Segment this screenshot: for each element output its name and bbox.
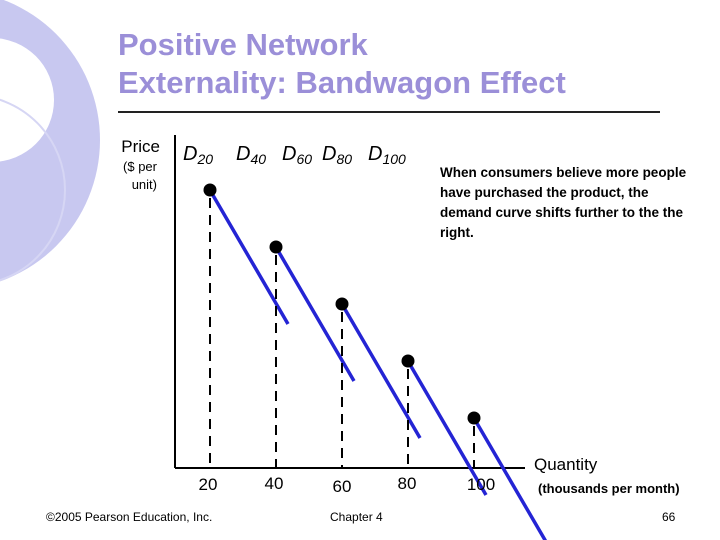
page-title: Positive Network Externality: Bandwagon … (118, 26, 566, 102)
page-number: 66 (662, 510, 676, 524)
curve-label-d60: D60 (282, 143, 312, 167)
point-d80 (401, 354, 415, 368)
x-tick-label: 60 (333, 477, 352, 496)
x-tick-label: 40 (265, 474, 284, 493)
title-line-2: Externality: Bandwagon Effect (118, 65, 566, 100)
x-axis-label: Quantity (534, 455, 598, 474)
title-line-1: Positive Network (118, 27, 368, 62)
x-tick-label: 100 (467, 475, 495, 494)
y-axis-unit: ($ per unit) (123, 159, 157, 192)
x-tick-label: 80 (398, 474, 417, 493)
curve-label-d100: D100 (368, 143, 406, 167)
point-d20 (203, 183, 217, 197)
demand-curve-d40 (271, 241, 356, 382)
point-d60 (335, 297, 349, 311)
demand-curve-d100 (469, 412, 548, 540)
curve-label-d80: D80 (322, 143, 352, 167)
curve-label-d40: D40 (236, 143, 266, 167)
footer-copyright: ©2005 Pearson Education, Inc. (46, 510, 213, 524)
demand-curve-d60 (337, 298, 422, 439)
demand-curve-d20 (205, 184, 290, 325)
x-axis-unit: (thousands per month) (538, 481, 680, 496)
demand-curve-d80 (403, 355, 488, 496)
annotation-note: When consumers believe more people have … (440, 165, 687, 240)
point-d100 (467, 411, 481, 425)
title-divider (118, 111, 660, 113)
x-tick-label: 20 (199, 475, 218, 494)
curve-label-d20: D20 (183, 143, 213, 167)
point-d40 (269, 240, 283, 254)
footer-chapter: Chapter 4 (330, 510, 383, 524)
decor-ring (0, 98, 66, 282)
decor-circle-inner (0, 38, 54, 162)
y-axis-label: Price (121, 137, 160, 156)
